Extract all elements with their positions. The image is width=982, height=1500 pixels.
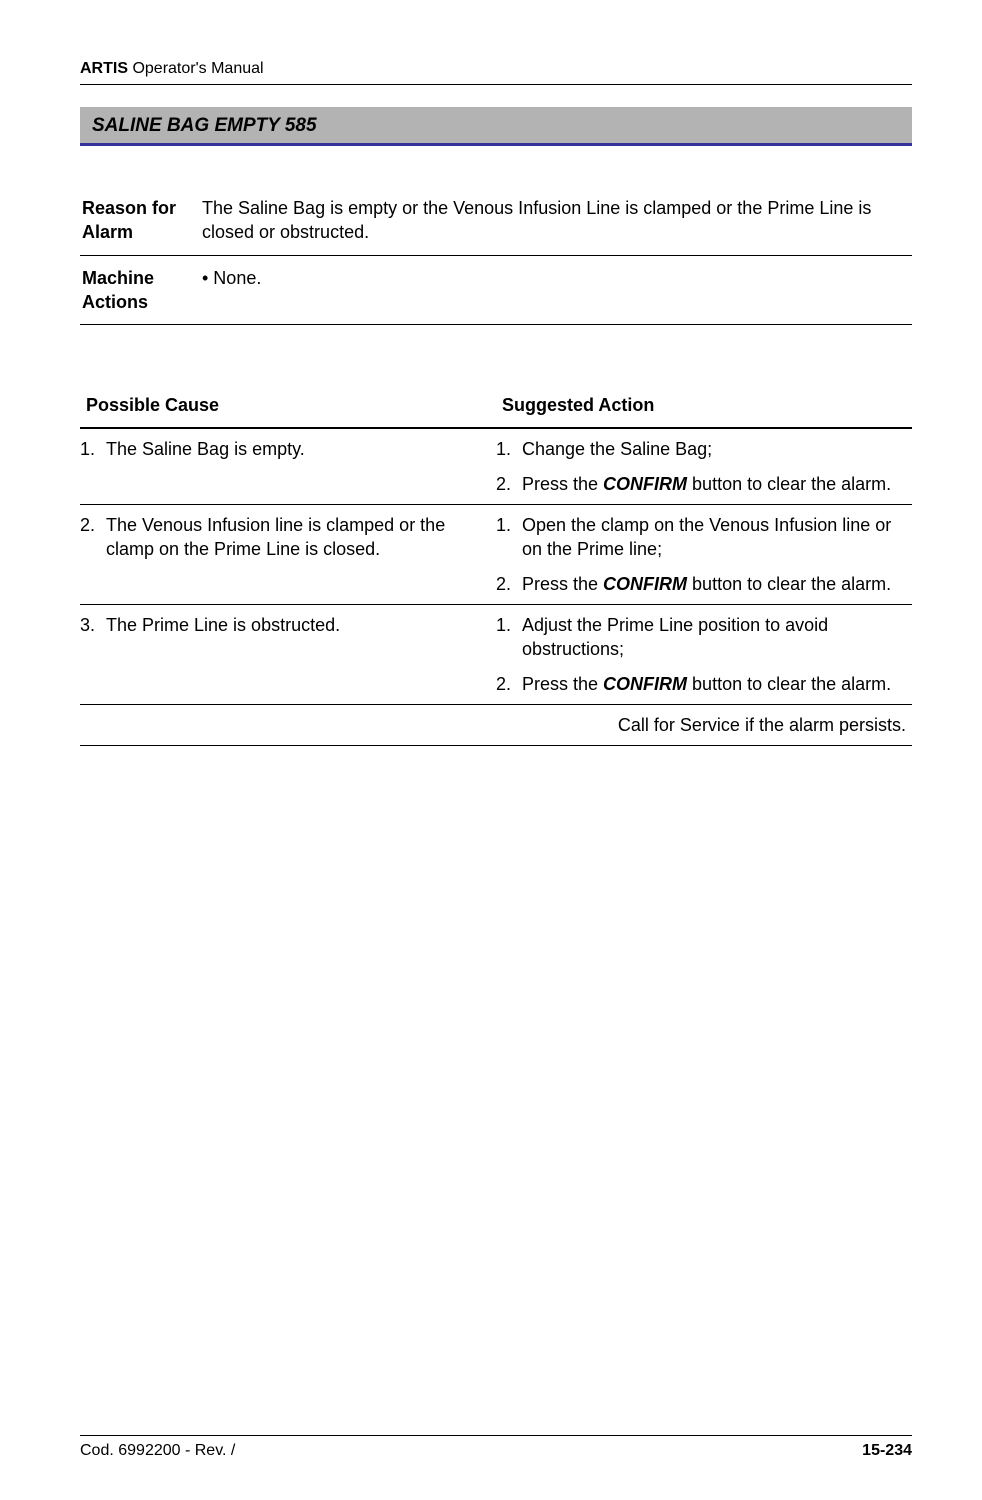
action-cell: 1. Change the Saline Bag; 2. Press the C… bbox=[496, 428, 912, 504]
page-header: ARTIS Operator's Manual bbox=[80, 60, 912, 85]
item-text: Change the Saline Bag; bbox=[522, 437, 912, 461]
item-number: 1. bbox=[496, 437, 522, 461]
cause-row: 2. The Venous Infusion line is clamped o… bbox=[80, 505, 912, 605]
text-post: button to clear the alarm. bbox=[687, 674, 891, 694]
page-footer: Cod. 6992200 - Rev. / 15-234 bbox=[80, 1435, 912, 1460]
action-cell: 1. Adjust the Prime Line position to avo… bbox=[496, 604, 912, 704]
action-item: 2. Press the CONFIRM button to clear the… bbox=[496, 672, 912, 696]
action-item: 1. Adjust the Prime Line position to avo… bbox=[496, 613, 912, 662]
text-pre: Press the bbox=[522, 474, 603, 494]
text-post: button to clear the alarm. bbox=[687, 474, 891, 494]
cause-item: 2. The Venous Infusion line is clamped o… bbox=[80, 513, 480, 562]
cause-action-table: Possible Cause Suggested Action 1. The S… bbox=[80, 385, 912, 746]
cause-header: Possible Cause bbox=[80, 385, 496, 428]
footer-left: Cod. 6992200 - Rev. / bbox=[80, 1442, 235, 1460]
item-text: Open the clamp on the Venous Infusion li… bbox=[522, 513, 912, 562]
def-label: Machine Actions bbox=[80, 255, 200, 325]
action-item: 2. Press the CONFIRM button to clear the… bbox=[496, 572, 912, 596]
product-name: ARTIS bbox=[80, 60, 128, 77]
item-text: The Venous Infusion line is clamped or t… bbox=[106, 513, 480, 562]
item-text: Press the CONFIRM button to clear the al… bbox=[522, 572, 912, 596]
header-text: ARTIS Operator's Manual bbox=[80, 60, 912, 78]
text-pre: Press the bbox=[522, 574, 603, 594]
footer-note: Call for Service if the alarm persists. bbox=[80, 704, 912, 745]
def-row-reason: Reason for Alarm The Saline Bag is empty… bbox=[80, 186, 912, 255]
item-number: 1. bbox=[496, 513, 522, 562]
definition-table: Reason for Alarm The Saline Bag is empty… bbox=[80, 186, 912, 325]
def-text: The Saline Bag is empty or the Venous In… bbox=[200, 186, 912, 255]
cause-row: 3. The Prime Line is obstructed. 1. Adju… bbox=[80, 604, 912, 704]
cause-row: 1. The Saline Bag is empty. 1. Change th… bbox=[80, 428, 912, 504]
action-item: 2. Press the CONFIRM button to clear the… bbox=[496, 472, 912, 496]
cause-item: 3. The Prime Line is obstructed. bbox=[80, 613, 480, 637]
text-pre: Press the bbox=[522, 674, 603, 694]
item-number: 1. bbox=[496, 613, 522, 662]
item-number: 1. bbox=[80, 437, 106, 461]
text-bold: CONFIRM bbox=[603, 474, 687, 494]
item-number: 3. bbox=[80, 613, 106, 637]
item-text: The Saline Bag is empty. bbox=[106, 437, 480, 461]
item-text: Press the CONFIRM button to clear the al… bbox=[522, 672, 912, 696]
cause-item: 1. The Saline Bag is empty. bbox=[80, 437, 480, 461]
item-number: 2. bbox=[496, 672, 522, 696]
text-post: button to clear the alarm. bbox=[687, 574, 891, 594]
section-heading: SALINE BAG EMPTY 585 bbox=[80, 107, 912, 146]
item-number: 2. bbox=[496, 572, 522, 596]
action-header: Suggested Action bbox=[496, 385, 912, 428]
action-cell: 1. Open the clamp on the Venous Infusion… bbox=[496, 505, 912, 605]
cause-cell: 1. The Saline Bag is empty. bbox=[80, 428, 496, 504]
action-item: 1. Open the clamp on the Venous Infusion… bbox=[496, 513, 912, 562]
text-bold: CONFIRM bbox=[603, 674, 687, 694]
spacer bbox=[80, 746, 912, 1435]
footer-right: 15-234 bbox=[862, 1442, 912, 1460]
item-text: Adjust the Prime Line position to avoid … bbox=[522, 613, 912, 662]
def-text: • None. bbox=[200, 255, 912, 325]
page-container: ARTIS Operator's Manual SALINE BAG EMPTY… bbox=[0, 0, 982, 1500]
item-number: 2. bbox=[80, 513, 106, 562]
def-label: Reason for Alarm bbox=[80, 186, 200, 255]
item-number: 2. bbox=[496, 472, 522, 496]
text-bold: CONFIRM bbox=[603, 574, 687, 594]
cause-footer-row: Call for Service if the alarm persists. bbox=[80, 704, 912, 745]
action-item: 1. Change the Saline Bag; bbox=[496, 437, 912, 461]
item-text: Press the CONFIRM button to clear the al… bbox=[522, 472, 912, 496]
item-text: The Prime Line is obstructed. bbox=[106, 613, 480, 637]
manual-label: Operator's Manual bbox=[128, 60, 264, 77]
cause-header-row: Possible Cause Suggested Action bbox=[80, 385, 912, 428]
cause-cell: 3. The Prime Line is obstructed. bbox=[80, 604, 496, 704]
def-row-machine: Machine Actions • None. bbox=[80, 255, 912, 325]
cause-cell: 2. The Venous Infusion line is clamped o… bbox=[80, 505, 496, 605]
